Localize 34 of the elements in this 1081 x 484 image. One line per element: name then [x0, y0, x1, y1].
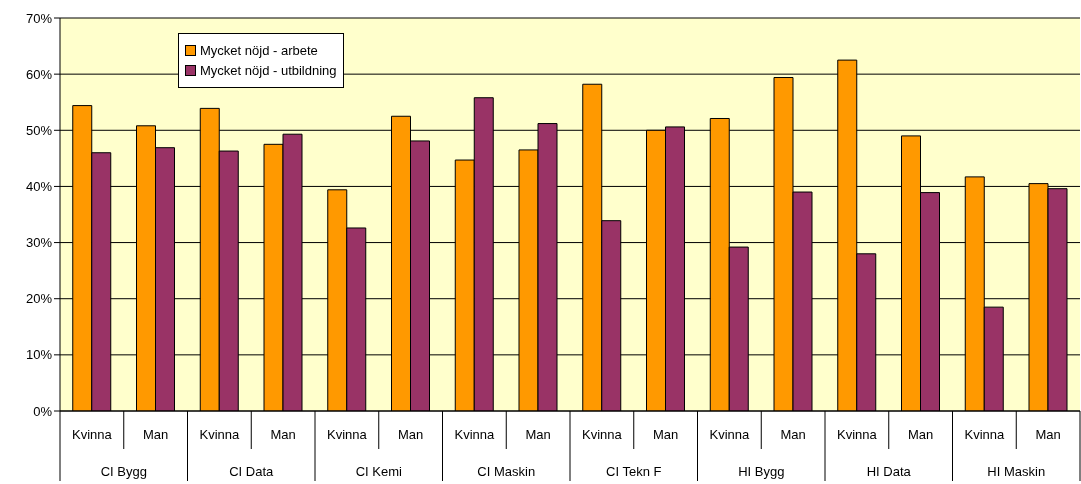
- x-tick-label: Kvinna: [454, 427, 496, 442]
- x-tick-label: Kvinna: [72, 427, 113, 442]
- text: CI Bygg: [100, 464, 147, 479]
- x-tick-label: Kvinna: [964, 427, 1006, 442]
- text: HI Bygg: [738, 464, 785, 479]
- y-tick-label: 20%: [25, 291, 53, 307]
- x-tick-label: Man: [397, 427, 424, 442]
- text: CI Data: [229, 464, 275, 479]
- x-tick-label: Man: [652, 427, 679, 442]
- y-tick-label: 40%: [25, 179, 53, 195]
- legend-label: Mycket nöjd - arbete: [200, 43, 318, 58]
- text: HI Maskin: [987, 464, 1046, 479]
- text: HI Data: [866, 464, 912, 479]
- x-tick-label: Man: [525, 427, 551, 442]
- x-tick-label: Kvinna: [199, 427, 241, 442]
- x-tick-label: Kvinna: [582, 427, 623, 442]
- x-tick-label: Kvinna: [327, 427, 368, 442]
- text: CI Maskin: [477, 464, 536, 479]
- y-tick-label: 10%: [25, 347, 53, 363]
- x-tick-label: Man: [1035, 427, 1061, 442]
- x-tick-label: Man: [270, 427, 296, 442]
- y-tick-label: 0%: [33, 403, 53, 419]
- y-tick-label: 60%: [25, 66, 53, 82]
- x-tick-label: Man: [780, 427, 806, 442]
- legend-label: Mycket nöjd - utbildning: [200, 63, 337, 78]
- y-tick-label: 50%: [25, 122, 53, 138]
- x-tick-label: Kvinna: [837, 427, 878, 442]
- x-tick-label: Man: [907, 427, 934, 442]
- text: CI Tekn F: [606, 464, 662, 479]
- y-tick-label: 70%: [25, 10, 53, 26]
- y-tick-label: 30%: [25, 235, 53, 251]
- x-tick-label: Kvinna: [709, 427, 751, 442]
- x-tick-label: Man: [142, 427, 169, 442]
- text: CI Kemi: [355, 464, 402, 479]
